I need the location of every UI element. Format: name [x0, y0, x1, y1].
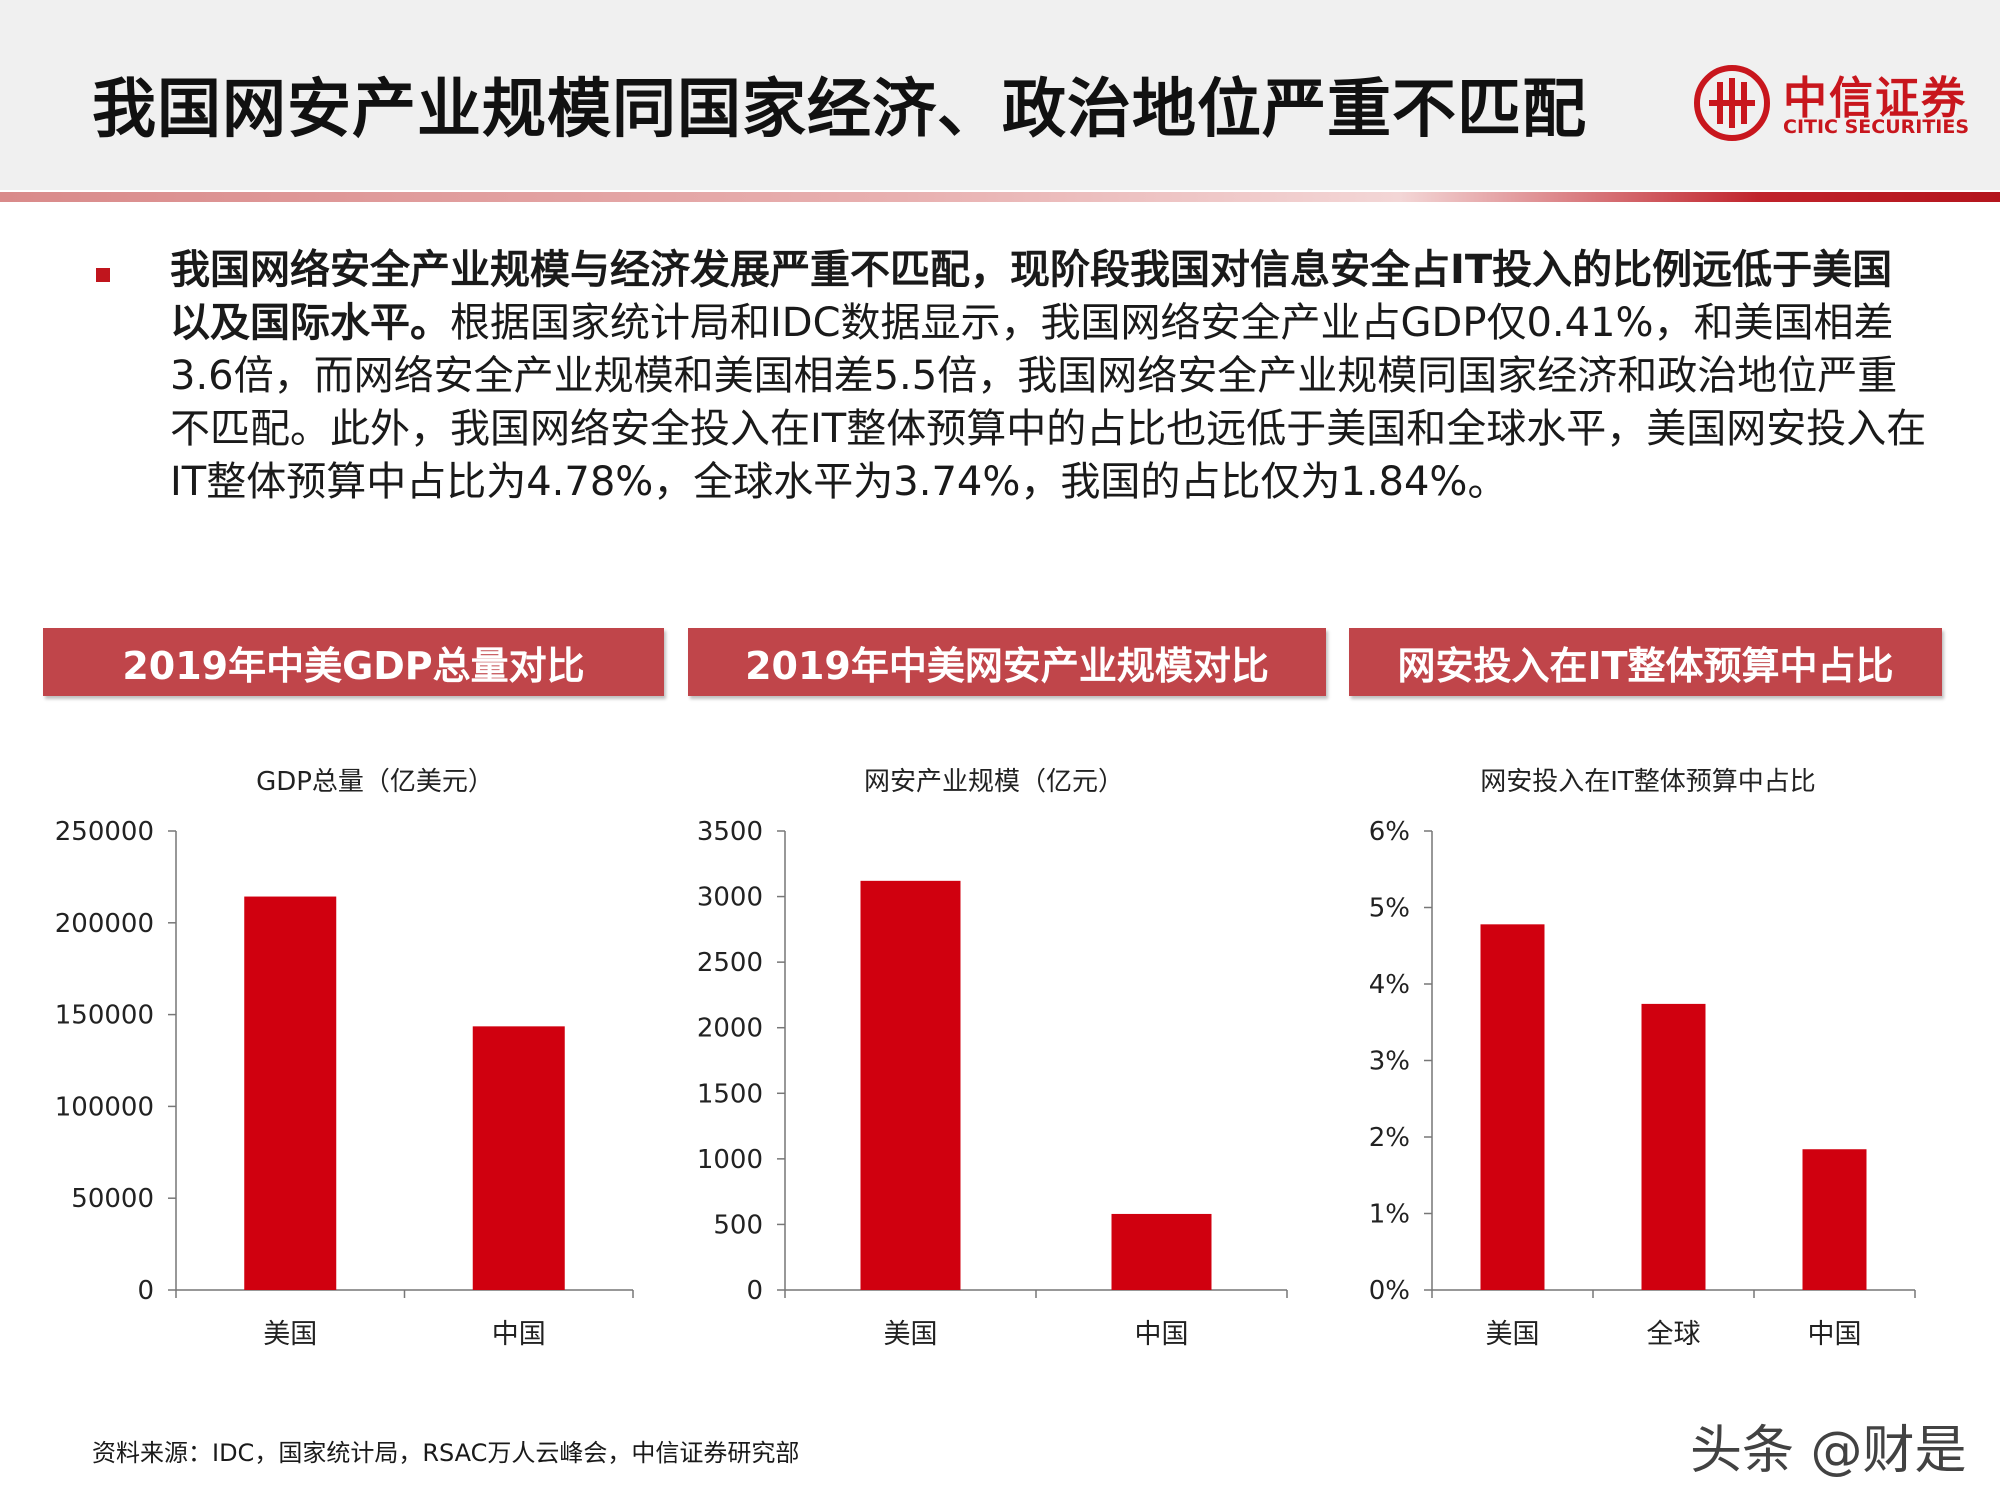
- summary-normal: 根据国家统计局和IDC数据显示，我国网络安全产业占GDP仅0.41%，和美国相差…: [170, 300, 1927, 505]
- y-tick-label: 50000: [71, 1184, 154, 1214]
- y-tick-label: 0%: [1369, 1276, 1410, 1306]
- chart-title: GDP总量（亿美元）: [256, 767, 494, 797]
- x-category-label: 中国: [492, 1319, 546, 1350]
- y-tick-label: 3%: [1369, 1047, 1410, 1077]
- bar: [860, 880, 961, 1290]
- bar: [472, 1026, 565, 1290]
- x-category-label: 中国: [1808, 1319, 1862, 1350]
- y-tick-label: 1000: [697, 1145, 763, 1175]
- x-category-label: 美国: [884, 1319, 938, 1350]
- y-tick-label: 0: [137, 1276, 154, 1306]
- bar: [1802, 1149, 1867, 1290]
- panel-header-security-scale: 2019年中美网安产业规模对比: [688, 628, 1326, 696]
- logo-en-text: CITIC SECURITIES: [1783, 116, 1970, 138]
- y-tick-label: 3000: [697, 883, 763, 913]
- y-tick-label: 3500: [697, 817, 763, 847]
- summary-bold: 我国网络安全产业规模与经济发展严重不匹配，现阶段我国对信息安全占IT投入的比例远…: [170, 247, 1893, 346]
- chart-title: 网安投入在IT整体预算中占比: [1480, 767, 1816, 797]
- bar: [244, 896, 337, 1290]
- y-tick-label: 200000: [55, 909, 154, 939]
- citic-logo-icon: [1694, 65, 1770, 141]
- x-category-label: 中国: [1135, 1319, 1189, 1350]
- chart-title: 网安产业规模（亿元）: [864, 767, 1124, 797]
- y-tick-label: 2000: [697, 1014, 763, 1044]
- bar: [1641, 1003, 1706, 1290]
- y-tick-label: 1500: [697, 1079, 763, 1109]
- y-tick-label: 150000: [55, 1001, 154, 1031]
- citic-logo: 中信证券 CITIC SECURITIES: [1693, 60, 1993, 150]
- source-note: 资料来源：IDC，国家统计局，RSAC万人云峰会，中信证券研究部: [92, 1439, 800, 1467]
- y-tick-label: 2500: [697, 948, 763, 978]
- x-category-label: 美国: [1486, 1319, 1540, 1350]
- watermark: 头条 @财是: [1690, 1421, 1967, 1481]
- page-title: 我国网安产业规模同国家经济、政治地位严重不匹配: [92, 73, 1587, 147]
- y-tick-label: 100000: [55, 1092, 154, 1122]
- x-category-label: 美国: [263, 1319, 317, 1350]
- y-tick-label: 1%: [1369, 1200, 1410, 1230]
- panel-header-gdp: 2019年中美GDP总量对比: [43, 628, 664, 696]
- logo-cn-text: 中信证券: [1783, 73, 1967, 124]
- summary-paragraph: 我国网络安全产业规模与经济发展严重不匹配，现阶段我国对信息安全占IT投入的比例远…: [170, 244, 1930, 509]
- x-category-label: 全球: [1647, 1319, 1701, 1350]
- y-tick-label: 6%: [1369, 817, 1410, 847]
- bar: [1480, 924, 1545, 1290]
- bullet-square-icon: [96, 268, 110, 282]
- y-tick-label: 500: [713, 1210, 763, 1240]
- y-tick-label: 2%: [1369, 1123, 1410, 1153]
- y-tick-label: 5%: [1369, 894, 1410, 924]
- panel-header-it-budget-share: 网安投入在IT整体预算中占比: [1349, 628, 1942, 696]
- y-tick-label: 4%: [1369, 970, 1410, 1000]
- y-tick-label: 250000: [55, 817, 154, 847]
- header-bar: 我国网安产业规模同国家经济、政治地位严重不匹配 中信证券 CITIC SECUR…: [0, 0, 2000, 190]
- bar: [1111, 1213, 1212, 1290]
- header-stripe: [0, 192, 2000, 202]
- y-tick-label: 0: [746, 1276, 763, 1306]
